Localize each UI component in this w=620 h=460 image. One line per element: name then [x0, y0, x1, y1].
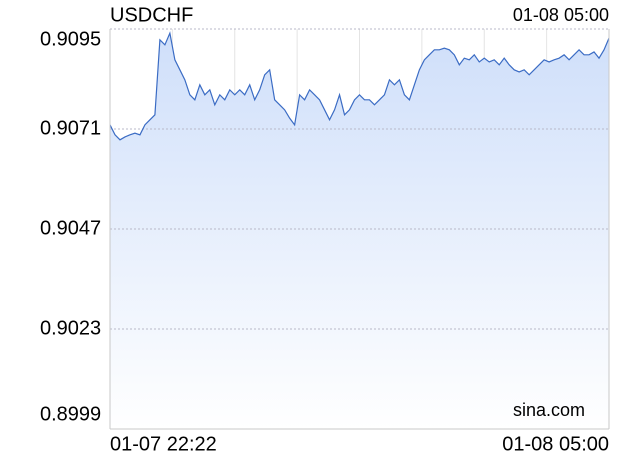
area	[110, 33, 609, 430]
y-tick-label: 0.9023	[40, 317, 101, 339]
watermark: sina.com	[513, 400, 585, 420]
x-tick-label: 01-07 22:22	[110, 433, 217, 455]
chart-title: USDCHF	[110, 4, 193, 26]
y-tick-label: 0.9095	[40, 28, 101, 50]
line	[109, 31, 610, 141]
x-tick-label: 01-08 05:00	[502, 433, 609, 455]
time-label: 01-08 05:00	[513, 5, 609, 25]
y-tick-label: 0.9071	[40, 117, 101, 139]
y-tick-label: 0.9047	[40, 217, 101, 239]
y-tick-label: 0.8999	[40, 403, 101, 425]
